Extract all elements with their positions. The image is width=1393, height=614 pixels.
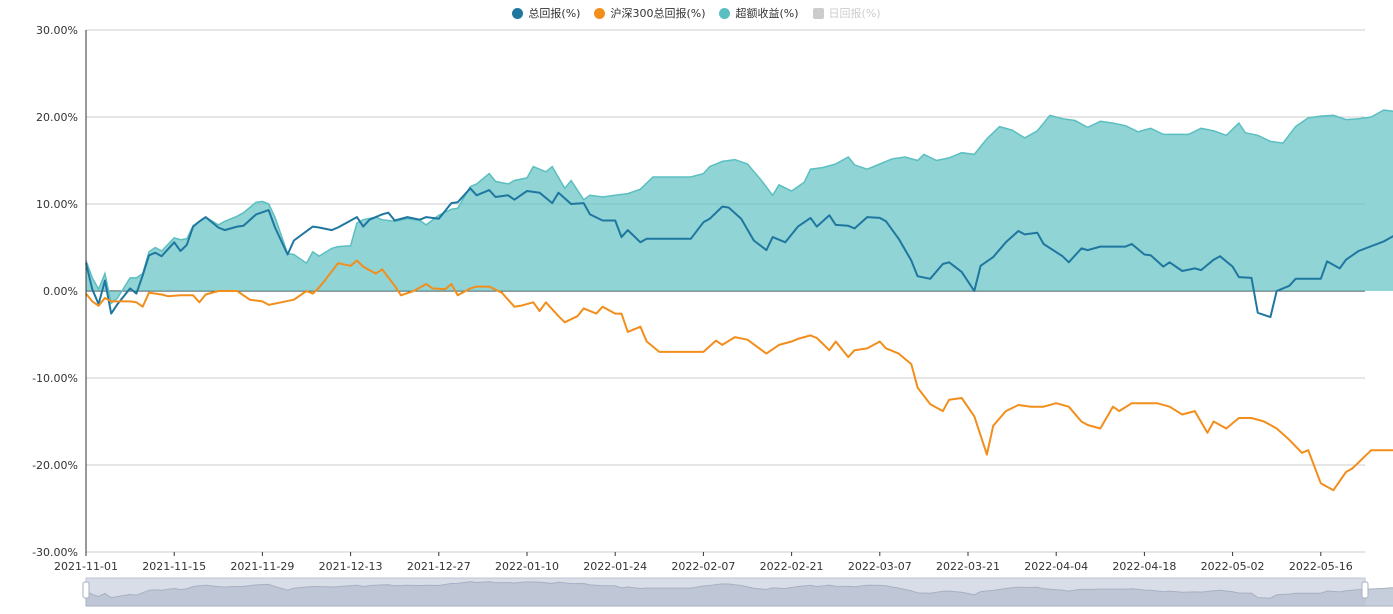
x-tick-label: 2022-01-24 [583, 560, 647, 573]
zoom-handle-right[interactable] [1361, 581, 1369, 599]
legend-item-excess-return[interactable]: 超额收益(%) [719, 5, 799, 21]
area-layer [85, 109, 1393, 305]
excess-return-area [86, 110, 1393, 304]
x-tick-label: 2021-11-29 [230, 560, 294, 573]
data-zoom-slider[interactable] [82, 577, 1393, 607]
x-tick-label: 2021-12-13 [319, 560, 383, 573]
legend-item-total-return[interactable]: 总回报(%) [512, 5, 580, 21]
chart-legend: 总回报(%) 沪深300总回报(%) 超额收益(%) 日回报(%) [0, 4, 1393, 22]
legend-swatch-total-return [512, 7, 524, 19]
total-return-line [85, 187, 1393, 319]
y-tick-label: 30.00% [36, 24, 78, 37]
x-tick-label: 2021-12-27 [407, 560, 471, 573]
x-tick-label: 2022-03-21 [936, 560, 1000, 573]
axis-layer: 30.00% 20.00% 10.00% 0.00% -10.00% -20.00% -30… [32, 24, 1353, 573]
x-tick-label: 2022-04-04 [1024, 560, 1088, 573]
legend-label-daily-return: 日回报(%) [828, 7, 881, 20]
legend-swatch-daily-return [812, 7, 824, 19]
y-tick-label: 10.00% [36, 198, 78, 211]
zoom-preview [85, 581, 1393, 607]
legend-label-excess-return: 超额收益(%) [735, 7, 799, 20]
legend-swatch-excess-return [719, 7, 731, 19]
line-layer [85, 187, 1393, 492]
y-tick-label: -10.00% [32, 372, 78, 385]
x-tick-label: 2022-05-16 [1289, 560, 1353, 573]
y-tick-label: 20.00% [36, 111, 78, 124]
x-tick-label: 2021-11-15 [142, 560, 206, 573]
x-tick-label: 2022-05-02 [1201, 560, 1265, 573]
x-tick-label: 2022-01-10 [495, 560, 559, 573]
legend-item-daily-return[interactable]: 日回报(%) [812, 5, 881, 21]
hs300-return-line [85, 259, 1393, 492]
legend-swatch-hs300-return [594, 7, 606, 19]
legend-item-hs300-return[interactable]: 沪深300总回报(%) [594, 5, 705, 21]
legend-label-total-return: 总回报(%) [528, 7, 581, 20]
x-tick-label: 2022-02-07 [671, 560, 735, 573]
x-tick-label: 2022-02-21 [760, 560, 824, 573]
y-tick-label: -30.00% [32, 546, 78, 559]
y-tick-label: -20.00% [32, 459, 78, 472]
y-tick-label: 0.00% [43, 285, 78, 298]
legend-label-hs300-return: 沪深300总回报(%) [610, 7, 706, 20]
x-tick-label: 2021-11-01 [54, 560, 118, 573]
x-tick-label: 2022-04-18 [1112, 560, 1176, 573]
x-tick-label: 2022-03-07 [848, 560, 912, 573]
zoom-handle-left[interactable] [82, 581, 90, 599]
excess-return-line [85, 109, 1393, 305]
